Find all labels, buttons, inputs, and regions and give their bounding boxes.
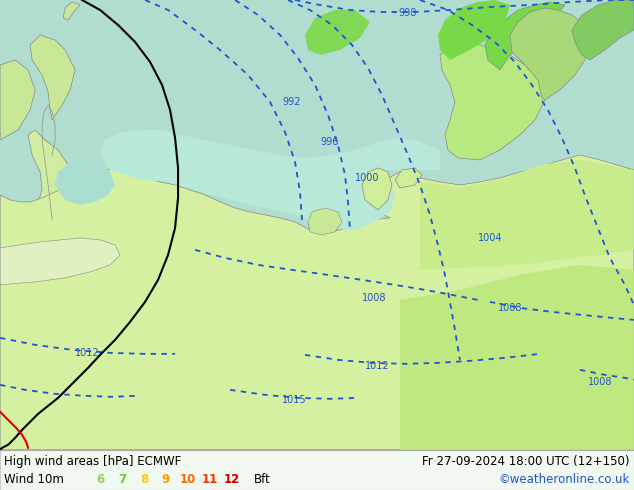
- Text: 8: 8: [140, 473, 148, 487]
- Text: 996: 996: [320, 137, 339, 147]
- Text: Bft: Bft: [254, 473, 271, 487]
- Text: 12: 12: [224, 473, 240, 487]
- Polygon shape: [308, 208, 342, 235]
- Polygon shape: [362, 168, 392, 210]
- Polygon shape: [0, 60, 35, 140]
- Polygon shape: [55, 160, 115, 205]
- Polygon shape: [0, 155, 634, 450]
- Text: 11: 11: [202, 473, 218, 487]
- Polygon shape: [572, 0, 634, 60]
- Text: 1008: 1008: [588, 377, 612, 387]
- Polygon shape: [440, 42, 545, 160]
- Polygon shape: [305, 10, 370, 55]
- Text: 10: 10: [180, 473, 196, 487]
- Text: 1004: 1004: [478, 233, 502, 243]
- Polygon shape: [438, 0, 510, 60]
- Text: 998: 998: [398, 8, 417, 18]
- Polygon shape: [510, 8, 590, 100]
- Text: 1008: 1008: [362, 293, 387, 303]
- Text: 1008: 1008: [498, 303, 522, 313]
- Text: High wind areas [hPa] ECMWF: High wind areas [hPa] ECMWF: [4, 455, 181, 468]
- Text: 1012: 1012: [365, 361, 390, 371]
- Polygon shape: [100, 130, 440, 230]
- Text: 6: 6: [96, 473, 104, 487]
- Polygon shape: [400, 265, 634, 450]
- Text: 1012: 1012: [75, 348, 100, 358]
- Polygon shape: [112, 225, 140, 255]
- Text: 7: 7: [118, 473, 126, 487]
- Text: 1015: 1015: [282, 395, 307, 405]
- Text: 1000: 1000: [355, 173, 380, 183]
- Polygon shape: [63, 2, 80, 20]
- Polygon shape: [0, 238, 120, 285]
- Text: 9: 9: [162, 473, 170, 487]
- Polygon shape: [420, 160, 634, 270]
- Text: ©weatheronline.co.uk: ©weatheronline.co.uk: [498, 473, 630, 487]
- Text: 992: 992: [282, 97, 301, 107]
- Text: Fr 27-09-2024 18:00 UTC (12+150): Fr 27-09-2024 18:00 UTC (12+150): [422, 455, 630, 468]
- Polygon shape: [395, 168, 422, 188]
- Polygon shape: [30, 35, 75, 120]
- Polygon shape: [485, 2, 565, 70]
- Text: Wind 10m: Wind 10m: [4, 473, 64, 487]
- Polygon shape: [28, 130, 72, 222]
